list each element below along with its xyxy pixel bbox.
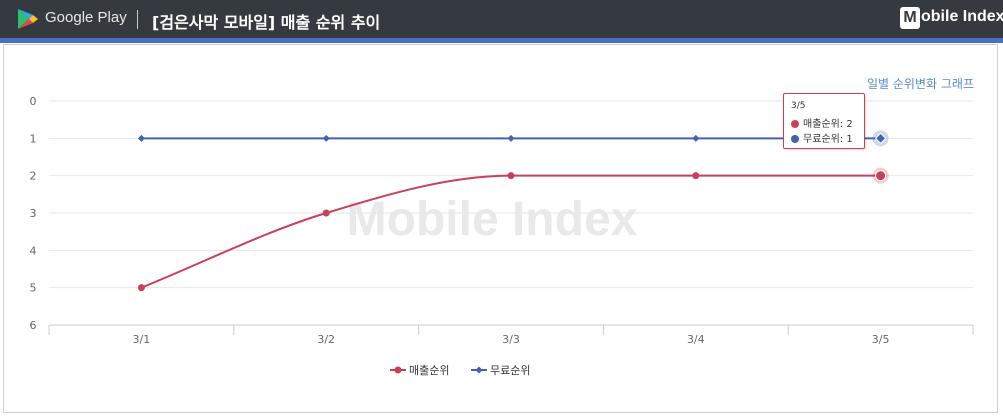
y-tick-label: 3 [30, 207, 37, 220]
tooltip-dot-free [791, 135, 799, 143]
data-point [322, 209, 330, 217]
tooltip-title: 3/5 [791, 101, 806, 111]
watermark: Mobile Index [347, 193, 638, 246]
daily-rank-graph-link[interactable]: 일별 순위변화 그래프 [867, 77, 974, 91]
chart-tooltip: 3/5 매출순위: 2 무료순위: 1 [783, 93, 865, 149]
brand-text: obile Index [921, 8, 1003, 25]
data-point [875, 170, 887, 182]
data-point [692, 172, 700, 180]
x-tick-label: 3/2 [317, 333, 335, 346]
tooltip-dot-sales [791, 120, 799, 128]
y-tick-label: 6 [30, 319, 37, 332]
y-tick-label: 2 [30, 170, 37, 183]
mobile-index-logo: M obile Index [900, 7, 1003, 31]
data-point [507, 172, 515, 180]
header-bar: Google Play [검은사막 모바일] 매출 순위 추이 M obile … [0, 0, 1003, 38]
y-tick-label: 0 [30, 95, 37, 108]
legend-label: 무료순위 [490, 364, 530, 377]
tooltip-row-sales: 매출순위: 2 [791, 115, 853, 130]
page-title: [검은사막 모바일] 매출 순위 추이 [152, 13, 381, 32]
data-point [322, 134, 330, 142]
x-tick-label: 3/5 [872, 333, 890, 346]
data-point [137, 284, 145, 292]
google-play-icon [18, 9, 38, 29]
header-divider [137, 10, 138, 29]
tooltip-value: 1 [846, 134, 853, 145]
tooltip-value: 2 [846, 119, 853, 130]
series-layer [137, 130, 889, 292]
data-point [137, 134, 145, 142]
tooltip-label: 매출순위: [803, 119, 847, 130]
store-name: Google Play [45, 9, 127, 26]
y-tick-label: 4 [30, 244, 37, 257]
data-point [874, 132, 887, 145]
chart-axes: 0 1 2 3 4 5 6 3/1 3/2 3/3 3/4 3/5 [30, 95, 974, 346]
tooltip-row-free: 무료순위: 1 [791, 130, 853, 145]
brand-badge: M [900, 7, 920, 29]
legend-marker [394, 366, 402, 374]
header-accent-bar [0, 38, 1003, 43]
data-point [692, 134, 700, 142]
data-point [507, 134, 515, 142]
x-tick-label: 3/1 [133, 333, 151, 346]
legend-label: 매출순위 [409, 364, 449, 377]
x-tick-label: 3/3 [502, 333, 520, 346]
x-tick-label: 3/4 [687, 333, 705, 346]
tooltip-label: 무료순위: [803, 134, 847, 145]
legend-marker [475, 366, 483, 374]
chart-legend: 매출순위 무료순위 [390, 364, 530, 377]
y-tick-label: 1 [30, 132, 37, 145]
y-tick-label: 5 [30, 282, 37, 295]
